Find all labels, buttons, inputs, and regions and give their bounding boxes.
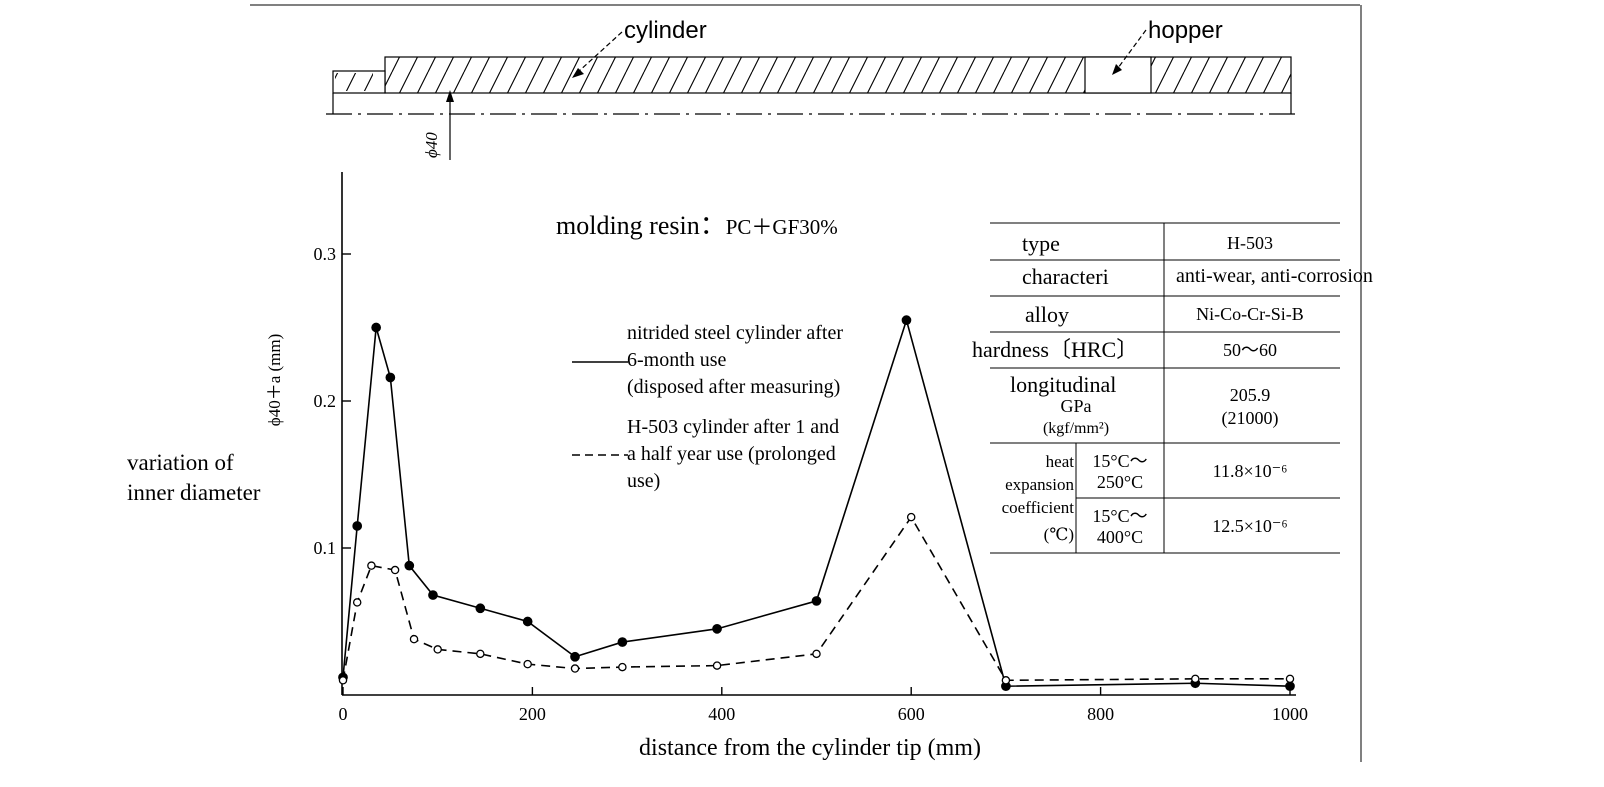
series-2-point	[476, 649, 485, 659]
series-1-point	[428, 590, 438, 600]
series-1-point	[404, 560, 415, 571]
hopper-leader-arrow	[1112, 64, 1122, 75]
hopper-label: hopper	[1148, 17, 1223, 44]
legend-series2-line3: use)	[627, 470, 660, 492]
molding-resin-value: PC＋GF30%	[726, 215, 838, 239]
spec-longitudinal-value: 205.9	[1230, 385, 1271, 405]
spec-longitudinal-unit: GPa	[1061, 396, 1092, 416]
x-axis-label: distance from the cylinder tip (mm)	[639, 735, 981, 761]
series-points	[338, 315, 1295, 692]
series-1-line	[342, 317, 1291, 687]
spec-heat-range1-b: 250°C	[1097, 472, 1143, 492]
y-axis-label: ϕ40＋a (mm)	[265, 334, 284, 427]
legend-series1-line3: (disposed after measuring)	[627, 376, 840, 398]
series-2-point	[433, 645, 442, 654]
series-1-point	[811, 596, 822, 606]
cylinder-label: cylinder	[624, 17, 707, 44]
spec-heat-range1-a: 15°C～	[1092, 451, 1147, 471]
spec-hardness-value: 50～60	[1223, 340, 1277, 360]
series-2-point	[367, 561, 376, 570]
series-1-point	[352, 521, 363, 531]
series-2-point	[1001, 676, 1011, 685]
series-1-point	[712, 623, 722, 634]
series-2-point	[390, 565, 400, 575]
legend-series2-line1: H-503 cylinder after 1 and	[627, 416, 839, 438]
series-1-point	[522, 616, 533, 627]
spec-table: type H-503 characteri anti-wear, anti-co…	[972, 222, 1373, 554]
series-2-point	[906, 512, 916, 522]
series-2-point	[570, 664, 580, 673]
series-1-point	[570, 651, 580, 662]
cylinder-diagram: ϕ40 cylinder hopper	[326, 17, 1300, 160]
series-1-point	[1285, 681, 1295, 692]
variation-line-1: variation of	[127, 450, 234, 475]
y-tick-label: 0.3	[314, 244, 337, 264]
spec-longitudinal-unit2: (kgf/mm²)	[1043, 420, 1109, 437]
spec-character-label: characteri	[1022, 264, 1109, 289]
spec-heat-label-2: expansion	[1005, 475, 1074, 494]
legend-series1-line2: 6-month use	[627, 349, 727, 371]
cylinder-leader-arrow	[572, 68, 584, 78]
x-tick-label: 600	[898, 704, 925, 724]
series-2-point	[618, 662, 627, 672]
spec-alloy-value: Ni-Co-Cr-Si-B	[1196, 304, 1304, 324]
spec-heat-label-1: heat	[1046, 452, 1075, 471]
y-ticks: 0.1 0.2 0.3	[314, 244, 351, 558]
y-tick-label: 0.1	[314, 538, 337, 558]
series-1-point	[475, 603, 486, 614]
spec-alloy-label: alloy	[1025, 302, 1069, 327]
spec-heat-value2: 12.5×10⁻⁶	[1212, 516, 1287, 536]
diameter-arrowhead	[446, 90, 454, 102]
spec-character-value: anti-wear, anti-corrosion	[1176, 265, 1373, 287]
series-2-point	[1191, 674, 1200, 684]
series-1-point	[901, 315, 912, 325]
series-2-point	[1285, 674, 1295, 684]
x-tick-label: 200	[519, 704, 546, 724]
series-lines	[342, 317, 1291, 687]
series-2-point	[712, 661, 722, 670]
series-2-point	[352, 598, 362, 607]
spec-hardness-label: hardness〔HRC〕	[972, 337, 1138, 362]
series-1-point	[385, 372, 396, 383]
molding-resin-prefix: molding resin：	[556, 211, 726, 240]
spec-heat-value1: 11.8×10⁻⁶	[1213, 461, 1288, 481]
x-tick-label: 1000	[1272, 704, 1308, 724]
legend: nitrided steel cylinder after 6-month us…	[572, 322, 843, 492]
x-ticks: 0 200 400 600 800 1000	[339, 687, 1308, 724]
series-2-point	[338, 676, 348, 685]
x-tick-label: 400	[708, 704, 735, 724]
spec-heat-range2-a: 15°C～	[1092, 506, 1147, 526]
hopper-opening	[1084, 56, 1152, 94]
diameter-label: ϕ40	[422, 132, 441, 158]
cylinder-body	[384, 56, 1292, 94]
x-tick-label: 800	[1087, 704, 1114, 724]
legend-series2-line2: a half year use (prolonged	[627, 443, 836, 465]
series-2-point	[812, 649, 821, 659]
series-2-point	[409, 634, 419, 644]
spec-heat-range2-b: 400°C	[1097, 527, 1143, 547]
molding-resin-label: molding resin：PC＋GF30%	[556, 211, 838, 240]
spec-longitudinal-value2: (21000)	[1222, 408, 1279, 429]
spec-type-value: H-503	[1227, 233, 1273, 253]
chart: 0.1 0.2 0.3 0 200 400 600 800 1000 ϕ40＋a (mm) d…	[265, 172, 1308, 761]
legend-series1-line1: nitrided steel cylinder after	[627, 322, 843, 344]
series-1-point	[371, 322, 381, 333]
spec-table-grid	[990, 222, 1340, 554]
series-1-point	[617, 637, 628, 647]
spec-longitudinal-label: longitudinal	[1010, 372, 1116, 397]
series-2-point	[523, 659, 532, 669]
spec-type-label: type	[1022, 231, 1060, 256]
x-tick-label: 0	[339, 704, 348, 724]
y-tick-label: 0.2	[314, 391, 337, 411]
variation-line-2: inner diameter	[127, 480, 261, 505]
spec-heat-label-4: (℃)	[1044, 525, 1074, 544]
cylinder-tip-hatch	[335, 73, 373, 91]
cylinder-leader	[577, 31, 623, 73]
spec-heat-label-3: coefficient	[1002, 498, 1075, 517]
